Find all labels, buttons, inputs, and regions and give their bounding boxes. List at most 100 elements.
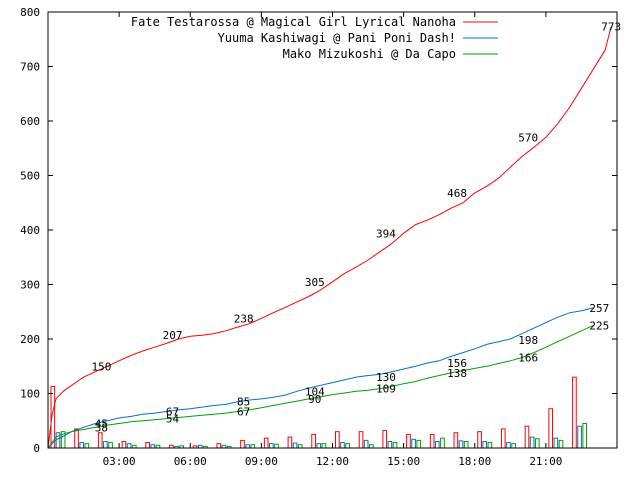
y-tick-label: 200 bbox=[20, 333, 40, 346]
histogram-bar bbox=[145, 442, 150, 449]
y-tick-label: 100 bbox=[20, 388, 40, 401]
histogram-bar bbox=[103, 440, 108, 449]
legend-label: Fate Testarossa @ Magical Girl Lyrical N… bbox=[131, 15, 456, 29]
x-tick-label: 12:00 bbox=[316, 455, 349, 468]
histogram-bar bbox=[55, 432, 61, 449]
histogram-bar bbox=[453, 432, 459, 449]
data-label: 130 bbox=[376, 371, 396, 384]
histogram-bar bbox=[126, 443, 132, 449]
data-label: 38 bbox=[95, 421, 108, 434]
y-tick-label: 800 bbox=[20, 6, 40, 19]
histogram-bar bbox=[311, 433, 316, 449]
histogram-bar bbox=[274, 443, 279, 449]
histogram-bar bbox=[363, 439, 369, 449]
histogram-bar bbox=[84, 443, 90, 449]
histogram-bar bbox=[382, 430, 388, 449]
x-tick-label: 18:00 bbox=[458, 455, 491, 468]
series-line bbox=[47, 26, 612, 449]
data-label: 67 bbox=[166, 405, 179, 418]
histogram-bar bbox=[548, 408, 554, 449]
histogram-bar bbox=[79, 442, 85, 449]
data-label: 85 bbox=[237, 396, 250, 409]
data-label: 54 bbox=[166, 413, 180, 426]
histogram-bar bbox=[316, 443, 322, 449]
data-label: 257 bbox=[589, 302, 609, 315]
histogram-bar bbox=[74, 428, 79, 449]
histogram-bar bbox=[529, 436, 535, 449]
data-label: 225 bbox=[589, 319, 609, 332]
histogram-bar bbox=[240, 439, 245, 449]
histogram-bar bbox=[506, 442, 511, 449]
histogram-bar bbox=[463, 440, 469, 449]
y-tick-label: 300 bbox=[20, 279, 40, 292]
y-tick-label: 500 bbox=[20, 170, 40, 183]
histogram-bar bbox=[553, 437, 559, 449]
data-label: 45 bbox=[95, 417, 108, 430]
histogram-bar bbox=[524, 425, 530, 449]
data-label: 138 bbox=[447, 367, 467, 380]
data-label: 156 bbox=[447, 357, 467, 370]
legend-label: Mako Mizukoshi @ Da Capo bbox=[283, 47, 456, 61]
histogram-bar bbox=[97, 432, 103, 449]
data-label: 90 bbox=[308, 393, 321, 406]
data-label: 198 bbox=[518, 334, 538, 347]
histogram-bar bbox=[387, 440, 393, 449]
histogram-bar bbox=[287, 436, 293, 449]
series-line bbox=[47, 307, 594, 449]
legend-label: Yuuma Kashiwagi @ Pani Poni Dash! bbox=[218, 31, 456, 45]
y-tick-label: 700 bbox=[20, 61, 40, 74]
y-tick-label: 0 bbox=[33, 442, 40, 455]
histogram-bar bbox=[434, 440, 440, 449]
histogram-bar bbox=[477, 431, 482, 449]
histogram-bar bbox=[263, 437, 269, 449]
histogram-bar bbox=[534, 438, 540, 449]
x-tick-label: 03:00 bbox=[103, 455, 136, 468]
data-label: 104 bbox=[305, 385, 325, 398]
y-tick-label: 600 bbox=[20, 115, 40, 128]
data-label: 207 bbox=[163, 329, 183, 342]
histogram-bar bbox=[429, 433, 435, 449]
histogram-bar bbox=[487, 442, 493, 449]
histogram-bar bbox=[335, 431, 340, 449]
x-tick-label: 06:00 bbox=[174, 455, 207, 468]
histogram-bar bbox=[558, 439, 564, 449]
series-lines bbox=[47, 26, 612, 449]
data-label: 166 bbox=[518, 352, 538, 365]
histogram-bar bbox=[572, 376, 577, 449]
data-label: 305 bbox=[305, 276, 325, 289]
histogram-bar bbox=[340, 442, 345, 449]
histogram-bar bbox=[345, 443, 350, 449]
histogram-bar bbox=[440, 437, 445, 449]
x-tick-label: 09:00 bbox=[245, 455, 278, 468]
histogram-bar bbox=[358, 431, 364, 449]
histogram-bar bbox=[411, 438, 416, 449]
histogram-bar bbox=[511, 443, 516, 449]
data-label: 773 bbox=[601, 21, 621, 34]
y-tick-label: 400 bbox=[20, 224, 40, 237]
histogram-bar bbox=[458, 440, 464, 449]
data-labels: 1502072383053944685707734567851041301561… bbox=[91, 21, 621, 435]
histogram-bar bbox=[292, 442, 298, 449]
data-label: 468 bbox=[447, 187, 467, 200]
histogram-bar bbox=[482, 440, 488, 449]
series-line bbox=[47, 324, 594, 449]
axes: 0 100 200 300 400 500 600 700 800 03:00 06:00 09:00… bbox=[20, 6, 617, 468]
data-label: 570 bbox=[518, 131, 538, 144]
data-label: 394 bbox=[376, 227, 396, 240]
histogram-bar bbox=[500, 428, 506, 449]
legend: Fate Testarossa @ Magical Girl Lyrical N… bbox=[131, 15, 498, 61]
histogram-bar bbox=[416, 439, 422, 449]
data-label: 238 bbox=[234, 312, 254, 325]
data-label: 150 bbox=[91, 360, 111, 373]
histogram-bar bbox=[108, 442, 113, 449]
data-label: 109 bbox=[376, 383, 396, 396]
histogram-bar bbox=[406, 433, 411, 449]
x-tick-label: 21:00 bbox=[529, 455, 562, 468]
histogram-bar bbox=[582, 422, 588, 449]
x-tick-label: 15:00 bbox=[387, 455, 420, 468]
histogram-bar bbox=[269, 443, 274, 449]
histogram-bar bbox=[392, 442, 398, 449]
histogram-bar bbox=[121, 440, 127, 449]
histogram-bar bbox=[577, 425, 582, 449]
